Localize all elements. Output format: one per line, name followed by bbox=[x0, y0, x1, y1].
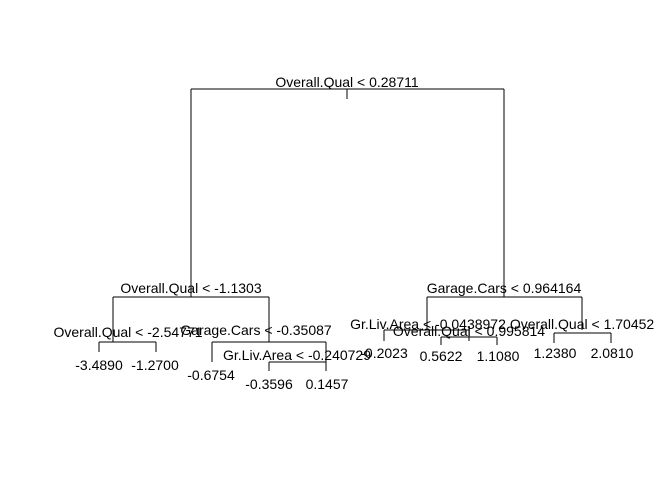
leaf-value: -0.6754 bbox=[187, 367, 235, 383]
tree-edges bbox=[98, 88, 612, 371]
edge-right-left-right bbox=[440, 336, 498, 345]
leaf-value: -1.2700 bbox=[131, 357, 179, 373]
split-right-label: Garage.Cars < 0.964164 bbox=[427, 280, 582, 296]
leaf-value: 0.5622 bbox=[420, 348, 463, 364]
edge-left bbox=[112, 296, 270, 342]
edge-right-right bbox=[553, 332, 612, 343]
split-left-label: Overall.Qual < -1.1303 bbox=[120, 280, 261, 296]
leaf-value: -0.2023 bbox=[360, 345, 408, 361]
leaf-value: -3.4890 bbox=[75, 357, 123, 373]
leaf-value: 1.2380 bbox=[534, 345, 577, 361]
leaf-value: 0.1457 bbox=[306, 376, 349, 392]
edge-left-right bbox=[211, 341, 327, 362]
split-left-right-right-label: Gr.Liv.Area < -0.240729 bbox=[223, 347, 371, 363]
split-left-left-label: Overall.Qual < -2.54771 bbox=[53, 324, 202, 340]
split-right-left-label: Gr.Liv.Area < -0.0438972 bbox=[350, 316, 506, 332]
edge-left-right-right bbox=[268, 361, 327, 371]
leaf-value: 2.0810 bbox=[591, 345, 634, 361]
edge-right-left bbox=[383, 329, 470, 341]
split-left-right-label: Garage.Cars < -0.35087 bbox=[180, 322, 332, 338]
leaf-value: 1.1080 bbox=[477, 348, 520, 364]
edge-root bbox=[190, 88, 505, 297]
edge-right bbox=[426, 296, 583, 330]
edge-left-left bbox=[98, 341, 157, 352]
split-right-right-label: Overall.Qual < 1.70452 bbox=[510, 316, 655, 332]
split-right-left-right-label: Overall.Qual < 0.995814 bbox=[393, 323, 545, 339]
split-root-label: Overall.Qual < 0.28711 bbox=[275, 74, 419, 90]
leaf-value: -0.3596 bbox=[245, 376, 293, 392]
